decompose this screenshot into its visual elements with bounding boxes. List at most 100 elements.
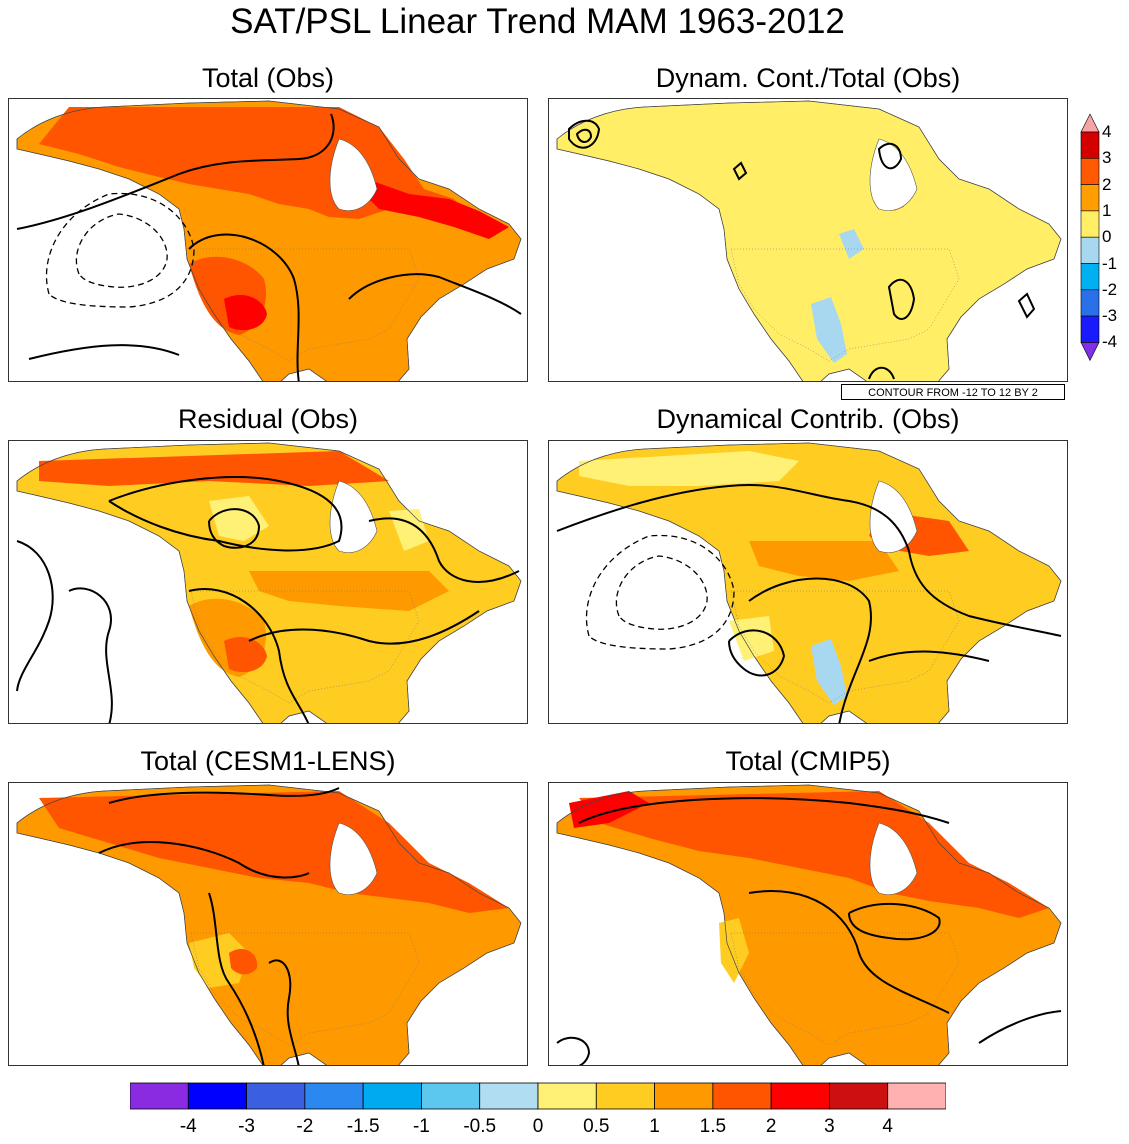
- state-borders: [730, 248, 960, 362]
- hudson-bay: [329, 138, 378, 211]
- trend-colorbar-label: 1: [649, 1116, 660, 1137]
- psl-contour: [568, 119, 601, 149]
- psl-contour: [248, 610, 480, 645]
- trend-colorbar-box: [887, 1082, 946, 1110]
- trend-region: [224, 636, 267, 673]
- map-cmip5: [556, 784, 1062, 1065]
- ratio-colorbar-label: 2: [1102, 174, 1112, 194]
- coastline: [16, 784, 522, 1065]
- ratio-colorbar-label: -4: [1102, 332, 1118, 352]
- state-borders: [730, 590, 960, 704]
- psl-contour: [732, 161, 748, 181]
- map-residual: [16, 442, 522, 723]
- colorbar-box: [1080, 289, 1100, 317]
- psl-contour-negative: [75, 213, 168, 288]
- panel-title-cmip5: Total (CMIP5): [725, 746, 891, 776]
- trend-colorbar-label: 3: [824, 1116, 835, 1137]
- colorbar-box: [1080, 131, 1100, 159]
- land-fill: [556, 100, 1062, 381]
- trend-colorbar-label: 2: [765, 1116, 777, 1137]
- psl-contour: [28, 344, 180, 360]
- trend-colorbar-box: [712, 1082, 772, 1110]
- psl-contour: [188, 233, 300, 381]
- psl-contour: [748, 577, 872, 723]
- state-borders: [190, 590, 420, 704]
- trend-colorbar-label: -4: [179, 1116, 197, 1137]
- trend-colorbar-box: [770, 1082, 830, 1110]
- psl-contour: [728, 629, 786, 677]
- trend-colorbar-label: 4: [882, 1116, 893, 1137]
- trend-colorbar-box: [537, 1082, 597, 1110]
- coastline: [556, 784, 1062, 1065]
- map-panel-dynam-ratio: [548, 98, 1068, 382]
- panel-title-cesm: Total (CESM1-LENS): [140, 746, 396, 776]
- psl-contour: [208, 508, 261, 549]
- psl-contour: [68, 587, 113, 723]
- trend-region: [39, 451, 389, 486]
- map-panel-residual: [8, 440, 528, 724]
- map-total-obs: [16, 100, 522, 381]
- map-panel-cmip5: [548, 782, 1068, 1066]
- psl-contour: [748, 890, 950, 1014]
- trend-colorbar-label: 0.5: [583, 1116, 610, 1137]
- ratio-colorbar-label: 1: [1102, 200, 1112, 220]
- panel-title-dynam-ratio: Dynam. Cont./Total (Obs): [655, 63, 961, 93]
- ratio-colorbar-label: -1: [1102, 253, 1118, 273]
- trend-region: [224, 294, 267, 331]
- psl-contour: [887, 278, 916, 320]
- panel-title-total-obs: Total (Obs): [201, 63, 335, 93]
- trend-colorbar-label: -1.5: [346, 1116, 380, 1137]
- coastline: [556, 100, 1062, 381]
- hudson-bay: [869, 138, 918, 211]
- psl-contour: [208, 892, 265, 1065]
- colorbar-box: [1080, 210, 1100, 238]
- psl-contour: [575, 128, 593, 143]
- contour-note: CONTOUR FROM -12 TO 12 BY 2: [841, 384, 1065, 400]
- trend-colorbar-box: [479, 1082, 539, 1110]
- psl-contour: [98, 841, 310, 879]
- hudson-bay: [869, 822, 918, 895]
- trend-colorbar: [130, 1082, 946, 1110]
- psl-contour: [108, 476, 343, 552]
- psl-contour: [848, 902, 941, 941]
- trend-region: [249, 571, 449, 611]
- trend-region: [579, 791, 1049, 918]
- ratio-colorbar-label: 0: [1102, 227, 1112, 247]
- psl-contour: [556, 1036, 591, 1065]
- psl-contour: [16, 540, 54, 692]
- psl-contour: [1017, 292, 1036, 319]
- trend-region: [579, 451, 799, 486]
- trend-region: [719, 918, 749, 983]
- trend-colorbar-label: -0.5: [463, 1116, 497, 1137]
- hudson-bay: [329, 822, 378, 895]
- trend-colorbar-label: -2: [296, 1116, 314, 1137]
- trend-colorbar-box: [304, 1082, 364, 1110]
- psl-contour: [877, 142, 903, 170]
- figure-title: SAT/PSL Linear Trend MAM 1963-2012: [230, 2, 845, 41]
- psl-contour-negative: [585, 534, 735, 650]
- psl-contour: [268, 959, 300, 1065]
- trend-colorbar-label: 1.5: [699, 1116, 727, 1137]
- trend-colorbar-box: [421, 1082, 481, 1110]
- ratio-colorbar-label: 3: [1102, 148, 1112, 168]
- trend-colorbar-label: -1: [412, 1116, 430, 1137]
- psl-contour: [108, 787, 340, 804]
- panel-title-dynamical: Dynamical Contrib. (Obs): [656, 404, 960, 434]
- colorbar-box: [1080, 263, 1100, 291]
- colorbar-top-triangle: [1080, 113, 1100, 133]
- hudson-bay: [329, 480, 378, 553]
- trend-colorbar-box: [829, 1082, 889, 1110]
- psl-contour: [16, 113, 335, 230]
- map-panel-dynamical: [548, 440, 1068, 724]
- colorbar-box: [1080, 236, 1100, 264]
- psl-contour: [556, 484, 1062, 637]
- trend-colorbar-label: 0: [532, 1116, 544, 1137]
- psl-contour: [188, 588, 310, 723]
- coastline: [556, 442, 1062, 723]
- trend-region: [811, 297, 847, 363]
- state-borders: [730, 932, 960, 1046]
- psl-contour: [578, 797, 950, 824]
- map-dynamical: [556, 442, 1062, 723]
- trend-colorbar-box: [130, 1082, 189, 1110]
- ratio-colorbar-label: -2: [1102, 279, 1118, 299]
